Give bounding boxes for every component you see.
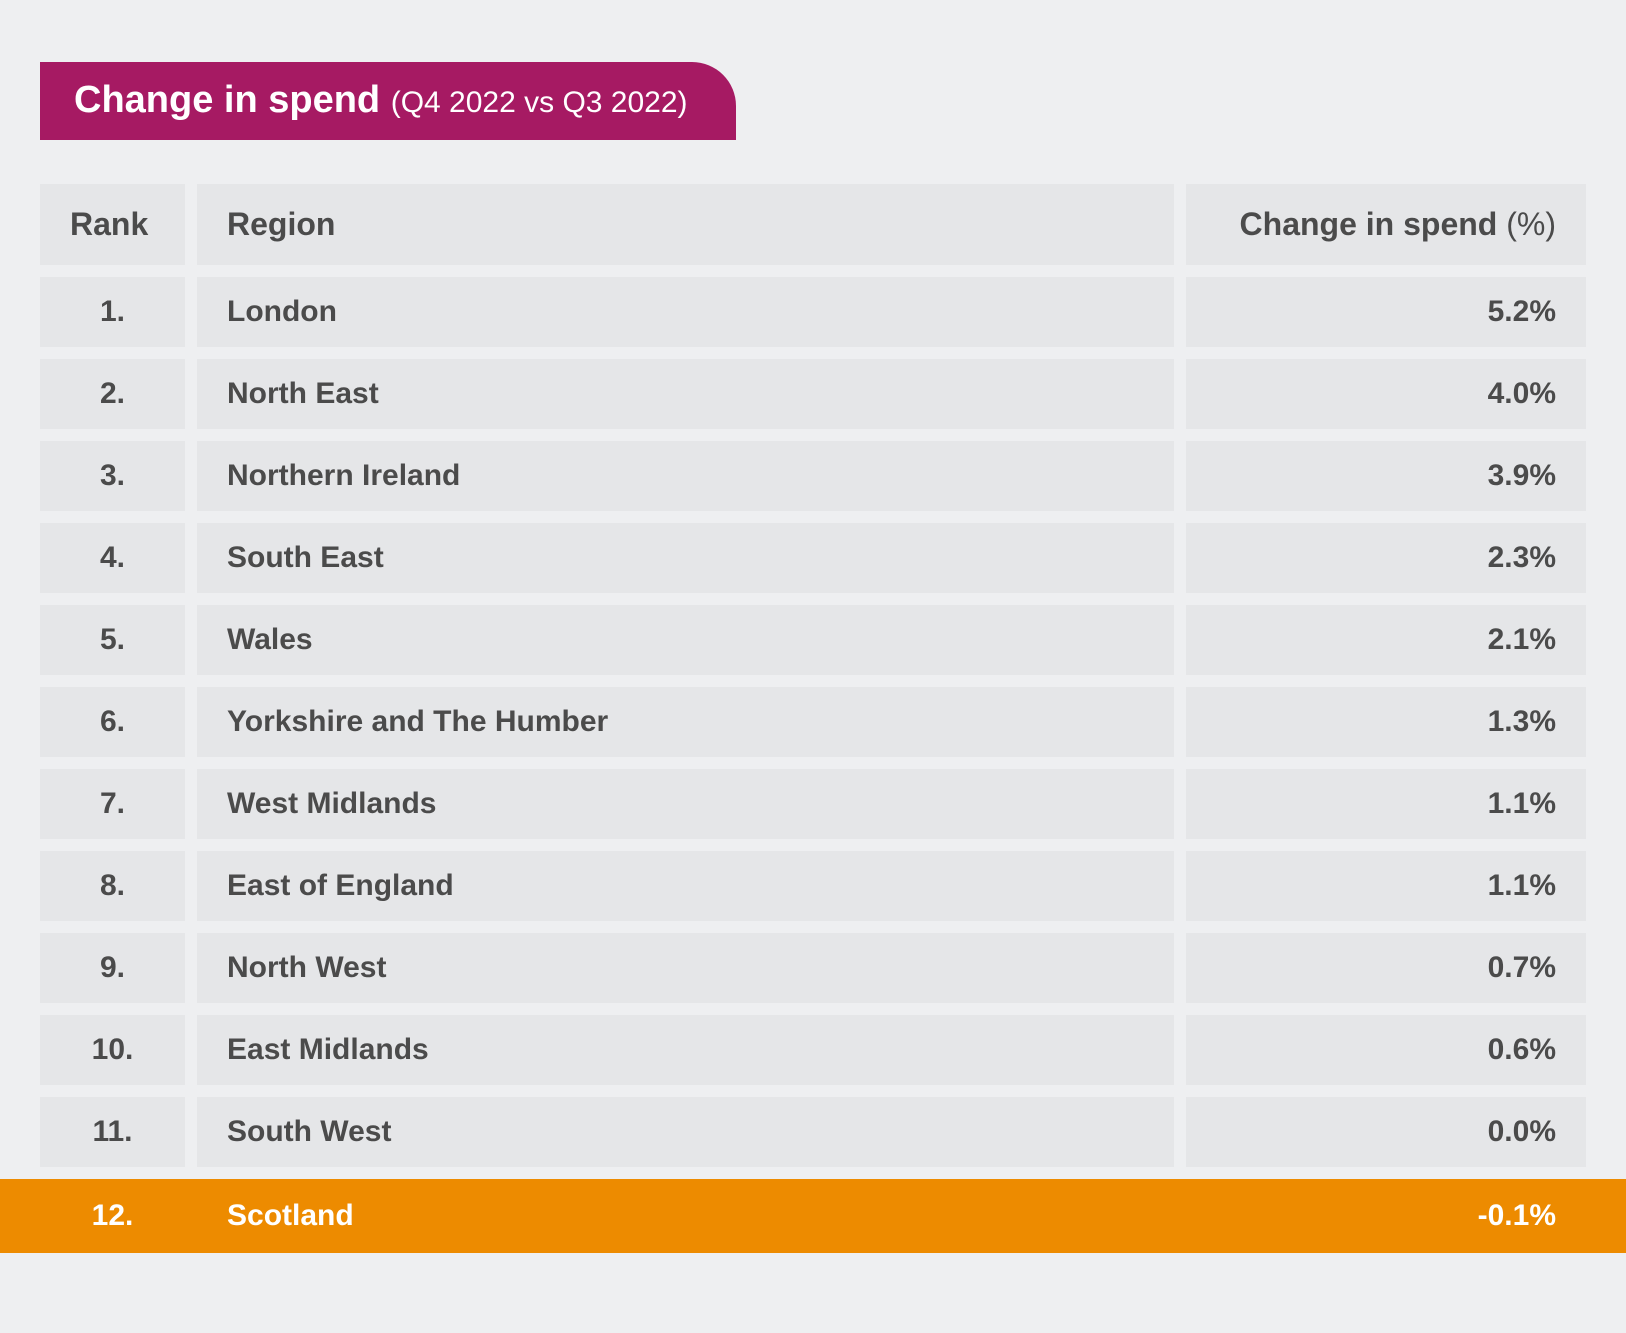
cell-region: Northern Ireland xyxy=(197,441,1174,511)
cell-rank: 1. xyxy=(40,277,185,347)
cell-rank: 8. xyxy=(40,851,185,921)
table-header: Rank Region Change in spend (%) xyxy=(40,184,1586,265)
cell-region: London xyxy=(197,277,1174,347)
table-row: 5.Wales2.1% xyxy=(40,605,1586,675)
cell-rank: 4. xyxy=(40,523,185,593)
cell-rank: 6. xyxy=(40,687,185,757)
table-row: 12.Scotland-0.1% xyxy=(40,1179,1586,1253)
table-row: 3.Northern Ireland3.9% xyxy=(40,441,1586,511)
table-row: 4.South East2.3% xyxy=(40,523,1586,593)
cell-rank: 9. xyxy=(40,933,185,1003)
title-main: Change in spend xyxy=(74,79,380,121)
cell-change: 4.0% xyxy=(1186,359,1586,429)
page: Change in spend (Q4 2022 vs Q3 2022) Ran… xyxy=(0,0,1626,1333)
col-header-change: Change in spend (%) xyxy=(1186,184,1586,265)
cell-region: West Midlands xyxy=(197,769,1174,839)
cell-region: East Midlands xyxy=(197,1015,1174,1085)
cell-change: -0.1% xyxy=(1186,1179,1586,1253)
cell-rank: 3. xyxy=(40,441,185,511)
cell-rank: 12. xyxy=(40,1179,185,1253)
table-header-row: Rank Region Change in spend (%) xyxy=(40,184,1586,265)
cell-change: 2.3% xyxy=(1186,523,1586,593)
cell-change: 1.3% xyxy=(1186,687,1586,757)
table-row: 8.East of England1.1% xyxy=(40,851,1586,921)
cell-rank: 2. xyxy=(40,359,185,429)
table-row: 1.London5.2% xyxy=(40,277,1586,347)
col-header-region: Region xyxy=(197,184,1174,265)
col-header-change-label: Change in spend xyxy=(1240,206,1498,242)
cell-change: 1.1% xyxy=(1186,769,1586,839)
cell-region: Wales xyxy=(197,605,1174,675)
highlight-row-inner: 12.Scotland-0.1% xyxy=(0,1179,1626,1253)
cell-region: South East xyxy=(197,523,1174,593)
table-row: 2.North East4.0% xyxy=(40,359,1586,429)
table-row: 7.West Midlands1.1% xyxy=(40,769,1586,839)
cell-change: 0.7% xyxy=(1186,933,1586,1003)
highlight-row-wrap: 12.Scotland-0.1% xyxy=(0,1179,1626,1253)
table-row: 6.Yorkshire and The Humber1.3% xyxy=(40,687,1586,757)
cell-region: South West xyxy=(197,1097,1174,1167)
cell-rank: 11. xyxy=(40,1097,185,1167)
cell-region: North West xyxy=(197,933,1174,1003)
title-sub: (Q4 2022 vs Q3 2022) xyxy=(391,86,688,119)
cell-rank: 5. xyxy=(40,605,185,675)
table-row: 10.East Midlands0.6% xyxy=(40,1015,1586,1085)
cell-rank: 10. xyxy=(40,1015,185,1085)
table-row: 11.South West0.0% xyxy=(40,1097,1586,1167)
spend-table: Rank Region Change in spend (%) 1.London… xyxy=(40,184,1586,1253)
cell-region: Yorkshire and The Humber xyxy=(197,687,1174,757)
cell-change: 5.2% xyxy=(1186,277,1586,347)
col-header-rank: Rank xyxy=(40,184,185,265)
cell-change: 0.0% xyxy=(1186,1097,1586,1167)
cell-change: 3.9% xyxy=(1186,441,1586,511)
cell-change: 2.1% xyxy=(1186,605,1586,675)
cell-region: North East xyxy=(197,359,1174,429)
col-header-change-unit: (%) xyxy=(1506,206,1556,242)
cell-region: Scotland xyxy=(197,1179,1174,1253)
cell-change: 0.6% xyxy=(1186,1015,1586,1085)
cell-region: East of England xyxy=(197,851,1174,921)
cell-change: 1.1% xyxy=(1186,851,1586,921)
page-title: Change in spend (Q4 2022 vs Q3 2022) xyxy=(40,62,736,140)
cell-rank: 7. xyxy=(40,769,185,839)
table-row: 9.North West0.7% xyxy=(40,933,1586,1003)
table-body: 1.London5.2% 2.North East4.0% 3.Northern I… xyxy=(40,277,1586,1253)
